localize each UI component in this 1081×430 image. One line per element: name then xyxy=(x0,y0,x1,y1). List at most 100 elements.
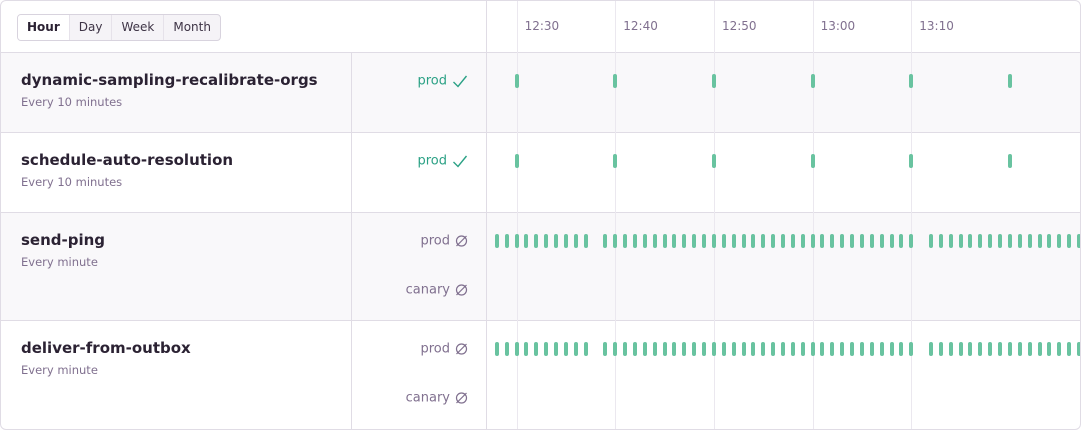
checkin xyxy=(1027,234,1032,248)
monitor-name[interactable]: deliver-from-outbox xyxy=(21,339,191,357)
checkin xyxy=(1067,234,1072,248)
checkin xyxy=(1037,234,1042,248)
time-label: 12:50 xyxy=(721,19,757,33)
time-label: 13:10 xyxy=(919,19,954,33)
grid-line xyxy=(911,1,913,429)
checkin xyxy=(524,342,529,356)
checkin xyxy=(781,342,786,356)
time-label: 12:30 xyxy=(524,19,560,33)
checkin xyxy=(711,234,716,248)
checkin xyxy=(603,234,608,248)
checkin xyxy=(1027,342,1032,356)
checkin xyxy=(909,74,914,88)
environment: canary xyxy=(406,391,468,406)
checkin xyxy=(652,234,657,248)
checkin xyxy=(623,234,628,248)
monitor-row xyxy=(1,212,1080,321)
checkin xyxy=(613,234,618,248)
checkin xyxy=(929,234,934,248)
time-label: 12:40 xyxy=(623,19,658,33)
checkin xyxy=(948,234,953,248)
checkin xyxy=(869,342,874,356)
checkin xyxy=(820,342,825,356)
tab[interactable]: Week xyxy=(112,15,165,40)
checkin xyxy=(504,342,509,356)
checkin xyxy=(751,342,756,356)
tab[interactable]: Hour xyxy=(18,15,70,40)
status-icon xyxy=(452,154,468,168)
checkin xyxy=(810,342,815,356)
checkin xyxy=(830,342,835,356)
checkin xyxy=(771,342,776,356)
checkin xyxy=(810,234,815,248)
monitor-row xyxy=(1,52,1080,133)
checkin xyxy=(603,342,608,356)
checkin xyxy=(514,234,519,248)
checkin xyxy=(781,234,786,248)
checkin xyxy=(652,342,657,356)
status-icon xyxy=(455,284,468,297)
checkin xyxy=(721,342,726,356)
checkin xyxy=(958,234,963,248)
checkin xyxy=(889,234,894,248)
grid-line xyxy=(516,1,518,429)
tab[interactable]: Day xyxy=(70,15,113,40)
checkin xyxy=(761,342,766,356)
monitor-schedule: Every minute xyxy=(21,255,98,269)
checkin xyxy=(968,234,973,248)
environment: prod xyxy=(417,74,468,89)
checkin xyxy=(790,234,795,248)
checkin xyxy=(909,342,914,356)
checkin xyxy=(494,342,499,356)
checkin xyxy=(544,234,549,248)
checkin xyxy=(731,342,736,356)
checkin xyxy=(583,234,588,248)
environment-name: prod xyxy=(417,153,447,169)
monitor-row xyxy=(1,320,1080,429)
checkin xyxy=(711,74,716,88)
monitor-schedule: Every minute xyxy=(21,363,98,377)
checkin xyxy=(573,342,578,356)
monitor-schedule: Every 10 minutes xyxy=(21,95,123,109)
monitor-name[interactable]: schedule-auto-resolution xyxy=(21,151,234,169)
checkin xyxy=(534,234,539,248)
checkin xyxy=(1017,342,1022,356)
environment: prod xyxy=(417,154,468,169)
checkin xyxy=(820,234,825,248)
environment-name: prod xyxy=(420,233,450,249)
monitor-name[interactable]: send-ping xyxy=(21,231,106,249)
checkin xyxy=(899,342,904,356)
checkin xyxy=(958,342,963,356)
checkin xyxy=(662,342,667,356)
checkin xyxy=(948,342,953,356)
checkin xyxy=(514,342,519,356)
checkin xyxy=(800,234,805,248)
checkin xyxy=(909,154,914,168)
checkin xyxy=(840,234,845,248)
checkin xyxy=(879,234,884,248)
checkin xyxy=(573,234,578,248)
checkin xyxy=(633,234,637,248)
checkin xyxy=(563,234,568,248)
checkin xyxy=(810,74,815,88)
tab[interactable]: Month xyxy=(173,20,211,34)
grid-line xyxy=(812,1,814,429)
environment: prod xyxy=(420,234,468,249)
checkin xyxy=(938,234,943,248)
status-icon xyxy=(455,343,468,356)
status-icon xyxy=(455,235,468,248)
grid-line xyxy=(713,1,715,429)
checkin xyxy=(692,234,697,248)
checkin xyxy=(790,342,795,356)
checkin xyxy=(751,234,756,248)
checkin xyxy=(929,342,934,356)
checkin xyxy=(721,234,726,248)
checkin xyxy=(613,74,618,88)
checkin xyxy=(514,154,519,168)
monitor-name[interactable]: dynamic-sampling-recalibrate-orgs xyxy=(21,71,318,89)
checkin xyxy=(850,342,855,356)
checkin xyxy=(524,234,529,248)
checkin xyxy=(554,234,559,248)
checkin xyxy=(1007,74,1012,88)
